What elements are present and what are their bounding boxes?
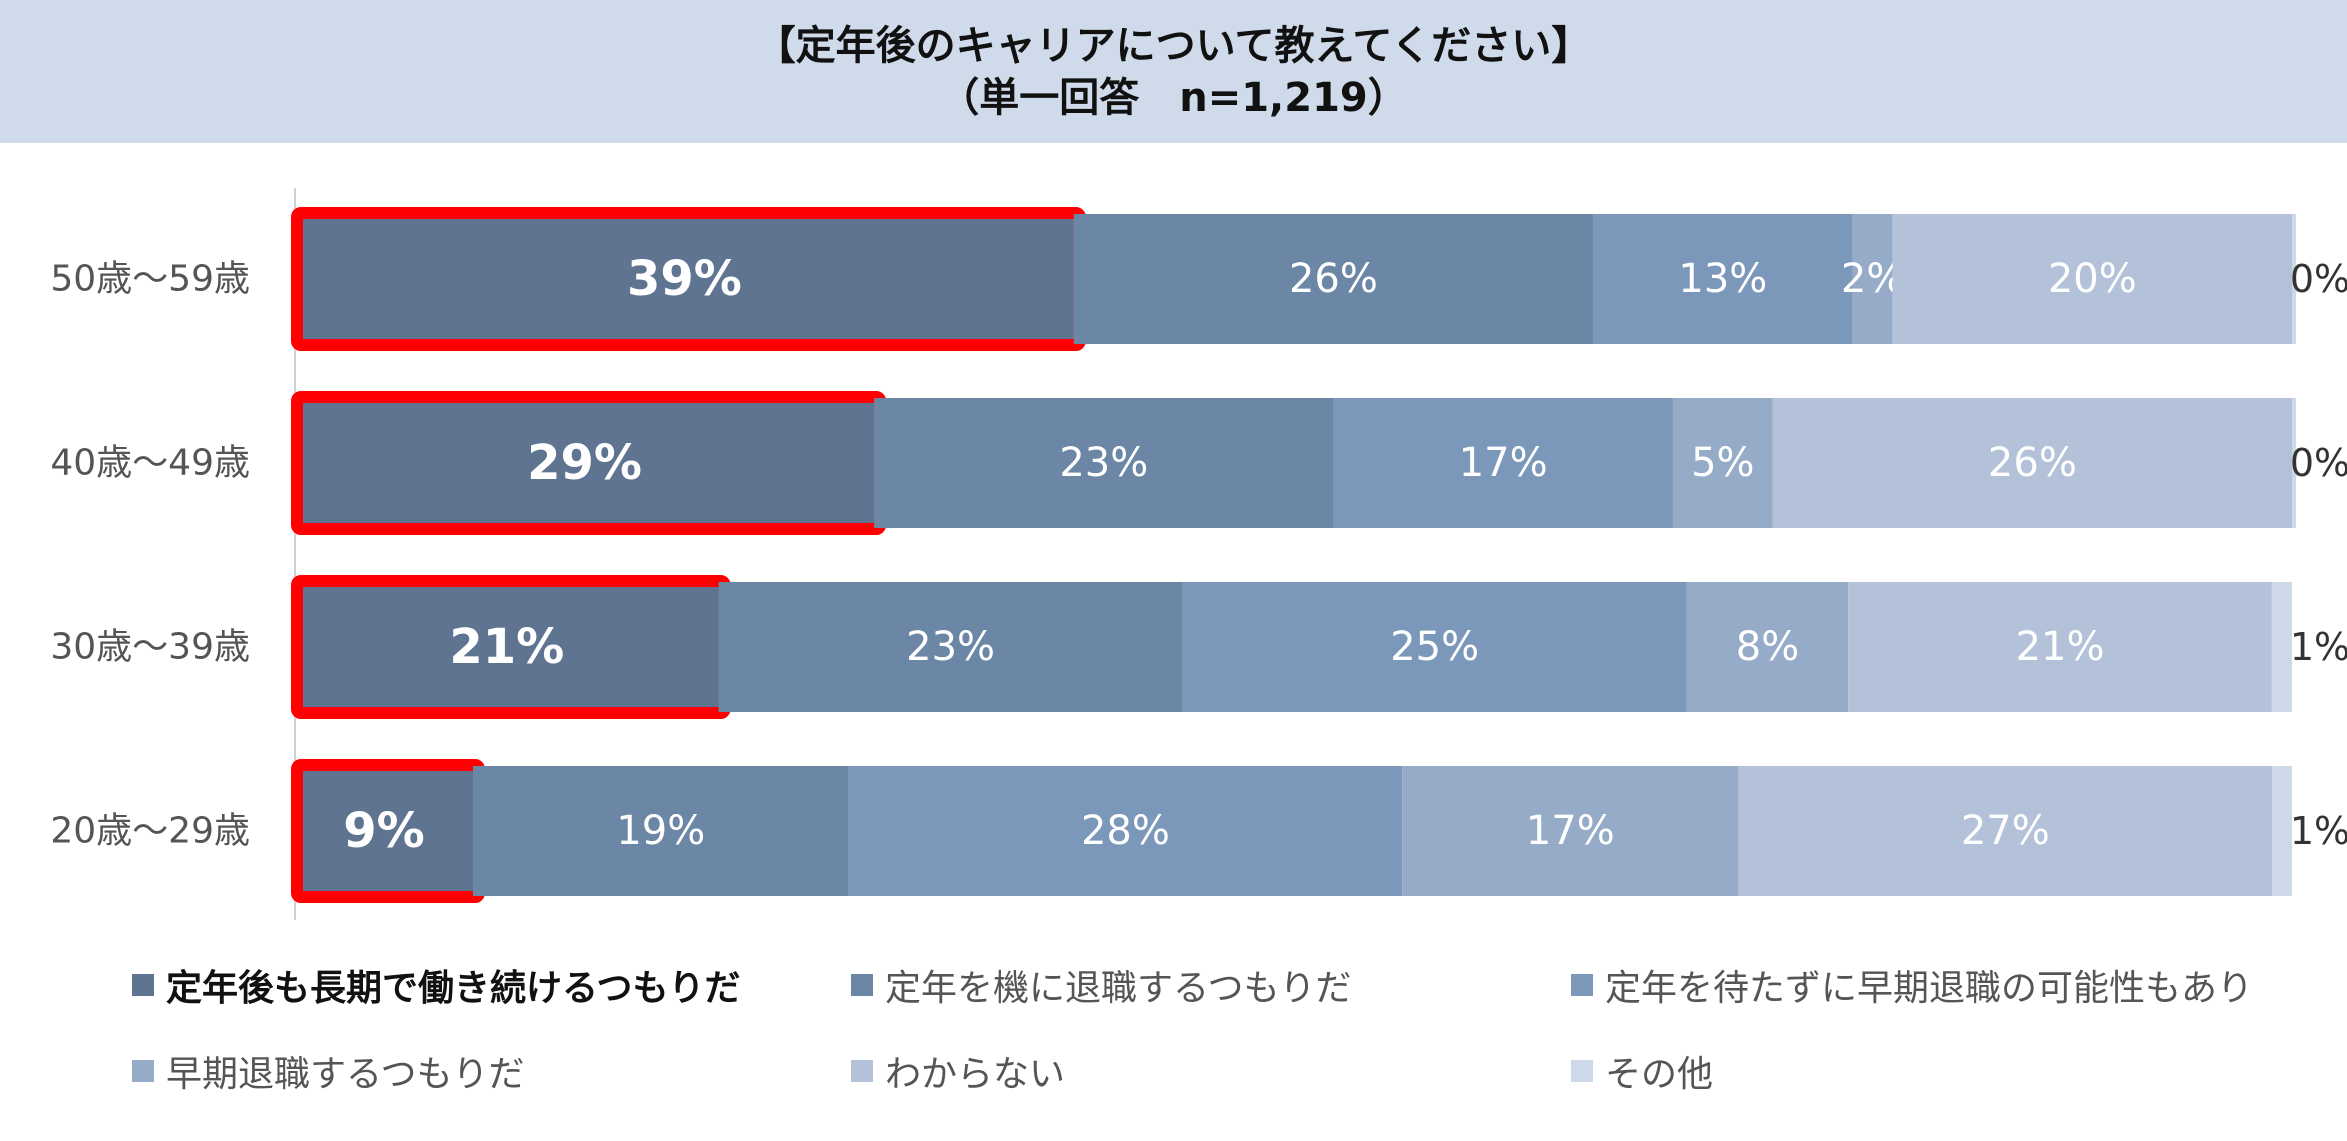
data-label: 20% xyxy=(2048,256,2137,302)
bar-segment xyxy=(2292,398,2296,528)
data-label: 9% xyxy=(343,803,425,859)
data-label: 23% xyxy=(1059,440,1148,486)
bar-segment xyxy=(848,766,1403,896)
legend-swatch xyxy=(1571,974,1593,996)
legend-label: 定年後も長期で働き続けるつもりだ xyxy=(166,968,741,1009)
data-label: 28% xyxy=(1081,808,1170,854)
chart-subtitle: （単一回答 n=1,219） xyxy=(939,74,1408,121)
bar-segment xyxy=(295,398,875,528)
data-label: 25% xyxy=(1390,624,1479,670)
bar-segment xyxy=(1073,214,1594,344)
bar-segment xyxy=(295,766,473,896)
legend-swatch xyxy=(851,974,873,996)
bar-segment xyxy=(874,398,1334,528)
legend-item: 早期退職するつもりだ xyxy=(132,1045,525,1097)
legend-swatch xyxy=(132,974,154,996)
legend-label: 定年を機に退職するつもりだ xyxy=(885,968,1352,1009)
data-label: 26% xyxy=(1289,256,1378,302)
bar-segment xyxy=(472,766,849,896)
data-label: 29% xyxy=(527,435,642,491)
bar-segment xyxy=(1848,582,2272,712)
data-label: 19% xyxy=(616,808,705,854)
category-label: 30歳～39歳 xyxy=(50,627,250,668)
bar-segment xyxy=(1672,398,1773,528)
data-label: 17% xyxy=(1526,808,1615,854)
legend-label: その他 xyxy=(1605,1054,1714,1095)
bar-segment xyxy=(2271,582,2292,712)
legend-item: 定年を待たずに早期退職の可能性もあり xyxy=(1571,959,2253,1011)
data-label: 0% xyxy=(2290,257,2347,301)
data-label: 8% xyxy=(1736,624,1799,670)
data-label: 5% xyxy=(1691,440,1754,486)
bar-segment xyxy=(1686,582,1849,712)
bar-segment xyxy=(295,214,1074,344)
bar-segment xyxy=(1402,766,1739,896)
bar-segment xyxy=(2272,766,2292,896)
legend-label: わからない xyxy=(885,1054,1066,1095)
category-label: 40歳～49歳 xyxy=(50,443,250,484)
bar-segment xyxy=(718,582,1183,712)
data-label: 27% xyxy=(1961,808,2050,854)
data-label: 21% xyxy=(2016,624,2105,670)
data-label: 21% xyxy=(449,619,564,675)
legend-item: 定年後も長期で働き続けるつもりだ xyxy=(132,959,741,1011)
bar-segment xyxy=(1772,398,2292,528)
legend-swatch xyxy=(132,1060,154,1082)
legend-item: わからない xyxy=(851,1045,1065,1097)
data-label: 23% xyxy=(906,624,995,670)
data-label: 13% xyxy=(1678,256,1767,302)
bar-segment xyxy=(1892,214,2292,344)
data-label: 0% xyxy=(2290,441,2347,485)
legend-label: 定年を待たずに早期退職の可能性もあり xyxy=(1605,968,2254,1009)
chart-title: 【定年後のキャリアについて教えてください】 xyxy=(755,22,1592,69)
data-label: 17% xyxy=(1459,440,1548,486)
data-label: 1% xyxy=(2290,625,2347,669)
legend-swatch xyxy=(1571,1060,1593,1082)
bar-segment xyxy=(295,582,719,712)
legend-swatch xyxy=(851,1060,873,1082)
bar-segment xyxy=(1852,214,1893,344)
legend-item: 定年を機に退職するつもりだ xyxy=(851,959,1352,1011)
legend-item: その他 xyxy=(1571,1045,1713,1097)
bar-segment xyxy=(1593,214,1853,344)
category-label: 20歳～29歳 xyxy=(50,811,250,852)
legend-label: 早期退職するつもりだ xyxy=(166,1054,525,1095)
bar-segment xyxy=(2292,214,2296,344)
chart-title-band: 【定年後のキャリアについて教えてください】 （単一回答 n=1,219） xyxy=(0,0,2347,143)
stacked-bar-chart: 50歳～59歳 39% 26% 13% 2% 20% 0%40歳～49歳 29% 23% 17% 5… xyxy=(50,188,2347,920)
data-label: 39% xyxy=(627,251,742,307)
category-label: 50歳～59歳 xyxy=(50,259,250,300)
bar-segment xyxy=(1738,766,2273,896)
data-label: 1% xyxy=(2290,809,2347,853)
bar-segment xyxy=(1333,398,1673,528)
bar-segment xyxy=(1182,582,1687,712)
data-label: 26% xyxy=(1988,440,2077,486)
